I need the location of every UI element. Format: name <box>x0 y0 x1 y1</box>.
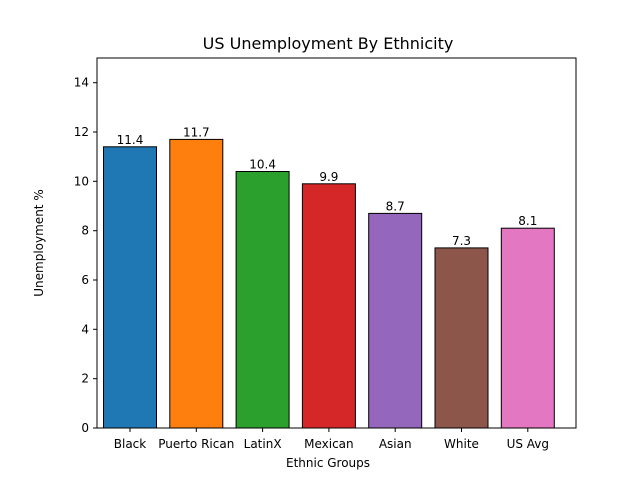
y-tick-label-1: 2 <box>81 372 89 386</box>
plot-frame <box>96 57 577 429</box>
data-label-3: 9.9 <box>319 170 338 184</box>
bar-5 <box>434 247 489 429</box>
y-tick-label-7: 14 <box>74 76 89 90</box>
y-axis: 0 2 4 6 8 10 12 14 <box>74 76 97 435</box>
x-axis: Black Puerto Rican LatinX Mexican Asian White… <box>114 428 549 451</box>
bar-6 <box>500 227 555 429</box>
x-tick-label-1: Puerto Rican <box>158 437 234 451</box>
y-tick-label-6: 12 <box>74 125 89 139</box>
bars-group: 11.4 11.7 10.4 9.9 8.7 7.3 8.1 <box>103 125 555 429</box>
y-tick-label-5: 10 <box>74 174 89 188</box>
data-label-1: 11.7 <box>183 125 210 139</box>
x-axis-label: Ethnic Groups <box>286 456 370 470</box>
y-axis-label: Unemployment % <box>32 189 46 296</box>
y-tick-label-4: 8 <box>81 224 89 238</box>
data-label-2: 10.4 <box>249 158 276 172</box>
bar-4 <box>368 212 423 429</box>
x-tick-label-4: Asian <box>379 437 412 451</box>
chart-title: US Unemployment By Ethnicity <box>203 34 454 53</box>
y-tick-label-2: 4 <box>81 322 89 336</box>
x-tick-label-3: Mexican <box>304 437 354 451</box>
data-label-5: 7.3 <box>452 234 471 248</box>
y-tick-label-0: 0 <box>81 421 89 435</box>
bar-2 <box>235 171 290 429</box>
data-label-4: 8.7 <box>386 199 405 213</box>
bar-3 <box>301 183 356 429</box>
x-tick-label-0: Black <box>114 437 147 451</box>
y-tick-label-3: 6 <box>81 273 89 287</box>
x-tick-label-6: US Avg <box>507 437 549 451</box>
bar-0 <box>103 146 157 429</box>
data-label-0: 11.4 <box>117 133 144 147</box>
x-tick-label-2: LatinX <box>244 437 282 451</box>
x-tick-label-5: White <box>444 437 479 451</box>
data-label-6: 8.1 <box>518 214 537 228</box>
bar-1 <box>169 138 224 429</box>
